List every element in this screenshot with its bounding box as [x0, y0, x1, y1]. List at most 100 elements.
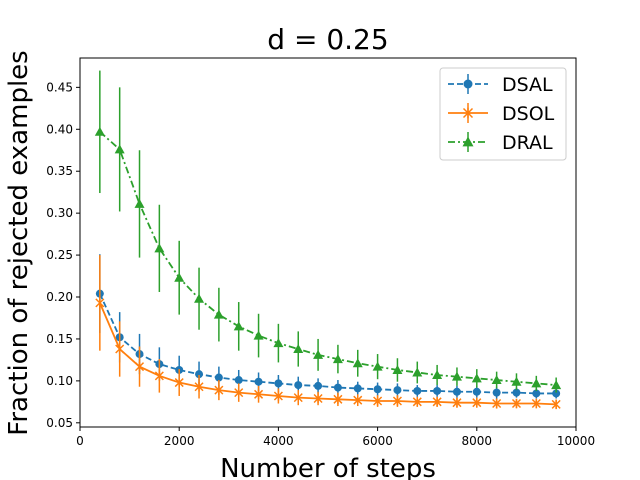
data-point [214, 373, 223, 382]
data-point [372, 361, 383, 371]
data-point [194, 293, 205, 303]
data-point [273, 391, 283, 401]
x-tick-label: 0 [76, 434, 84, 448]
data-point [214, 385, 224, 395]
data-point [373, 396, 383, 406]
series-line [99, 131, 557, 386]
data-point [273, 338, 284, 348]
data-point [94, 126, 105, 136]
data-point [472, 397, 482, 408]
y-tick-label: 0.40 [46, 122, 73, 136]
data-point [333, 383, 342, 392]
data-point [531, 378, 542, 388]
data-point [174, 272, 185, 282]
data-point [353, 384, 362, 393]
data-point [412, 397, 422, 407]
data-point [154, 371, 164, 381]
data-point [254, 377, 263, 386]
data-point [314, 381, 323, 390]
y-tick-label: 0.05 [46, 416, 73, 430]
data-point [114, 144, 125, 154]
data-point [115, 344, 125, 354]
x-tick-label: 8000 [462, 434, 493, 448]
legend-box [439, 67, 567, 161]
y-tick-label: 0.10 [46, 374, 73, 388]
data-point [293, 392, 303, 403]
data-point [234, 376, 243, 385]
data-point [274, 379, 283, 388]
data-point [373, 385, 382, 394]
data-point [195, 370, 204, 379]
x-axis: 0 2000 4000 6000 8000 10000 [76, 427, 595, 448]
data-point [293, 344, 304, 354]
legend-label: DSOL [502, 103, 555, 125]
series-dsol [95, 255, 561, 410]
series-line [99, 302, 557, 406]
data-point [452, 397, 462, 408]
data-point [234, 387, 244, 398]
data-point [512, 388, 521, 397]
data-point [134, 361, 145, 372]
data-point [432, 397, 442, 407]
data-point [511, 398, 522, 409]
data-point [491, 375, 502, 385]
data-point [492, 398, 502, 409]
data-point [451, 371, 462, 381]
data-point [551, 380, 562, 390]
chart-title: d = 0.25 [267, 23, 388, 56]
data-point [511, 376, 522, 386]
x-tick-label: 4000 [263, 434, 294, 448]
legend: DSAL DSOL DRAL [439, 67, 567, 161]
data-point [492, 388, 501, 397]
data-point [532, 389, 541, 398]
y-tick-label: 0.25 [46, 248, 73, 262]
data-point [313, 393, 323, 404]
data-point [313, 349, 324, 359]
y-tick-label: 0.15 [46, 332, 73, 346]
y-tick-label: 0.35 [46, 164, 73, 178]
y-tick-label: 0.30 [46, 206, 73, 220]
data-point [233, 321, 244, 331]
legend-label: DSAL [502, 74, 553, 96]
data-point [531, 398, 541, 409]
y-axis-label: Fraction of rejected examples [4, 50, 34, 435]
data-point [353, 395, 363, 405]
data-point [463, 79, 473, 89]
legend-label: DRAL [502, 132, 553, 154]
x-axis-label: Number of steps [220, 454, 436, 480]
data-point [194, 381, 204, 392]
y-tick-label: 0.20 [46, 290, 73, 304]
data-point [253, 330, 264, 340]
data-point [472, 387, 481, 396]
data-point [462, 136, 474, 147]
data-point [471, 373, 482, 383]
x-tick-label: 6000 [362, 434, 393, 448]
y-tick-label: 0.45 [46, 80, 73, 94]
data-point [393, 386, 402, 395]
data-point [432, 370, 443, 380]
x-tick-label: 2000 [164, 434, 195, 448]
data-point [294, 381, 303, 390]
data-point [332, 354, 343, 364]
data-point [413, 386, 422, 395]
data-point [392, 364, 403, 374]
data-point [254, 389, 264, 400]
data-point [392, 396, 402, 406]
x-tick-label: 10000 [557, 434, 595, 448]
series-dsal [95, 254, 561, 399]
data-point [154, 243, 165, 253]
data-point [134, 198, 145, 208]
data-point [213, 309, 224, 319]
y-axis: 0.05 0.10 0.15 0.20 0.25 0.30 0.35 0.40 0.45 [46, 80, 80, 430]
data-point [452, 387, 461, 396]
data-point [174, 377, 184, 388]
data-point [352, 358, 363, 368]
data-point [412, 367, 423, 377]
data-point [462, 107, 474, 119]
data-point [551, 399, 561, 410]
data-point [433, 386, 442, 395]
series-dral [94, 70, 562, 393]
data-point [552, 389, 561, 398]
plot-frame [79, 57, 577, 428]
data-point [333, 394, 343, 405]
